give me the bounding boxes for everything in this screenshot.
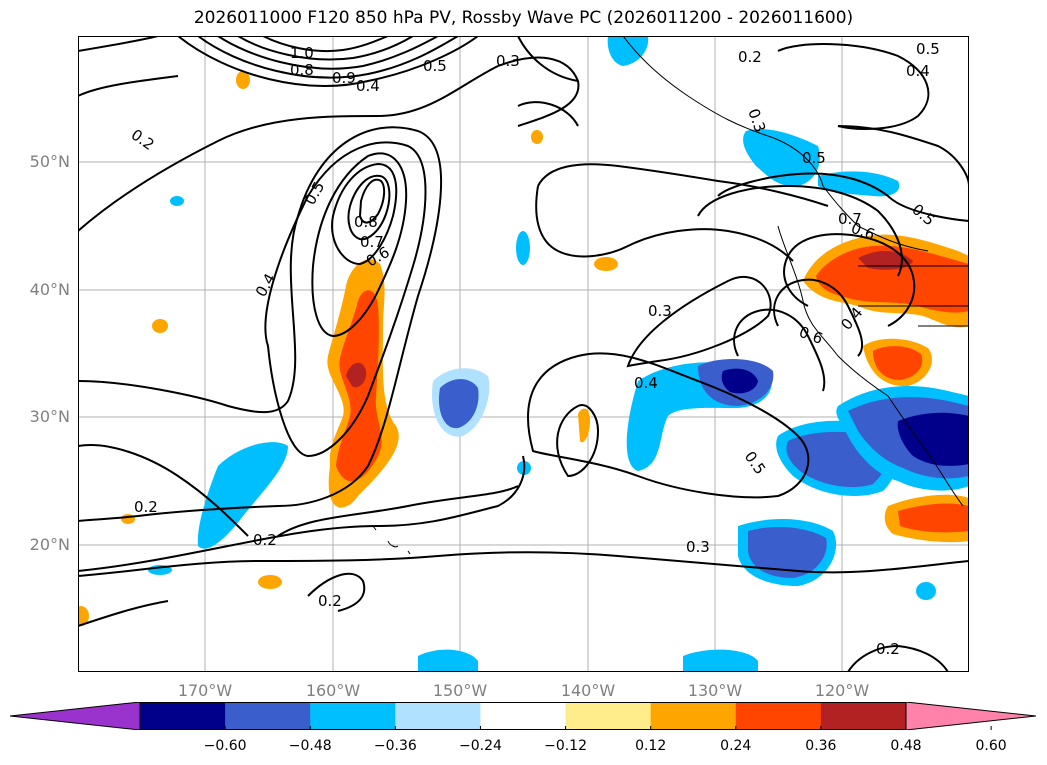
positive-anomaly-fills (78, 71, 969, 626)
colorbar (10, 702, 1036, 730)
contour-label: 0.4 (356, 77, 380, 95)
lon-label-130w: 130°W (687, 681, 743, 700)
contour-label: 1.0 (290, 44, 314, 62)
contour-label: 0.5 (423, 57, 447, 75)
contour-label: 0.2 (318, 592, 342, 610)
colorbar-segment (395, 702, 481, 730)
colorbar-tick-label: 0.36 (805, 738, 837, 754)
colorbar-tick-label: −0.12 (544, 738, 587, 754)
contour-label: 0.2 (876, 640, 900, 658)
lat-label-50n: 50°N (29, 152, 70, 171)
lon-label-150w: 150°W (432, 681, 488, 700)
map-panel: 0.2 0.2 0.2 0.2 0.2 0.2 0.3 0.3 0.3 0.3 … (78, 36, 969, 672)
contour-label: 0.2 (253, 531, 277, 549)
contour-label: 0.3 (686, 538, 710, 556)
colorbar-tick-label: 0.60 (975, 738, 1007, 754)
colorbar-tick-label: −0.24 (458, 738, 502, 754)
colorbar-segments (10, 702, 1036, 730)
lon-label-170w: 170°W (177, 681, 233, 700)
colorbar-tick-label: −0.36 (373, 738, 417, 754)
contour-label: 0.7 (838, 210, 862, 228)
colorbar-tick-label: 0.48 (890, 738, 922, 754)
colorbar-extend-low (10, 702, 141, 730)
lon-label-160w: 160°W (305, 681, 361, 700)
chart-title: 2026011000 F120 850 hPa PV, Rossby Wave … (193, 8, 854, 28)
contour-label: 0.5 (916, 40, 940, 58)
lat-label-40n: 40°N (29, 280, 70, 299)
lat-label-20n: 20°N (29, 535, 70, 554)
colorbar-segment (735, 702, 822, 730)
colorbar-tick-label: −0.48 (288, 738, 332, 754)
contour-label: 0.9 (332, 69, 356, 87)
colorbar-segment (140, 702, 226, 730)
colorbar-segment (820, 702, 907, 730)
contour-label: 0.4 (634, 374, 658, 392)
colorbar-tick-label: 0.12 (635, 738, 667, 754)
contour-label: 0.8 (354, 213, 378, 231)
lat-label-30n: 30°N (29, 407, 70, 426)
colorbar-tick-label: −0.60 (203, 738, 247, 754)
contour-label: 0.3 (496, 52, 520, 70)
colorbar-segment (225, 702, 311, 730)
contour-label: 0.8 (290, 61, 314, 79)
contour-label: 0.2 (134, 498, 158, 516)
contour-label: 0.7 (360, 233, 384, 251)
pv-contours (78, 36, 969, 672)
colorbar-tick-label: 0.24 (720, 738, 752, 754)
lon-label-140w: 140°W (560, 681, 616, 700)
colorbar-segment (480, 702, 567, 730)
contour-label: 0.3 (648, 302, 672, 320)
lon-label-120w: 120°W (814, 681, 870, 700)
contour-label: 0.4 (906, 62, 930, 80)
contour-label: 0.5 (802, 149, 826, 167)
colorbar-segment (310, 702, 396, 730)
colorbar-border (139, 702, 907, 730)
coastlines (372, 36, 969, 555)
colorbar-segment (565, 702, 652, 730)
colorbar-extend-high (905, 702, 1036, 730)
colorbar-segment (650, 702, 737, 730)
contour-label: 0.2 (738, 48, 762, 66)
